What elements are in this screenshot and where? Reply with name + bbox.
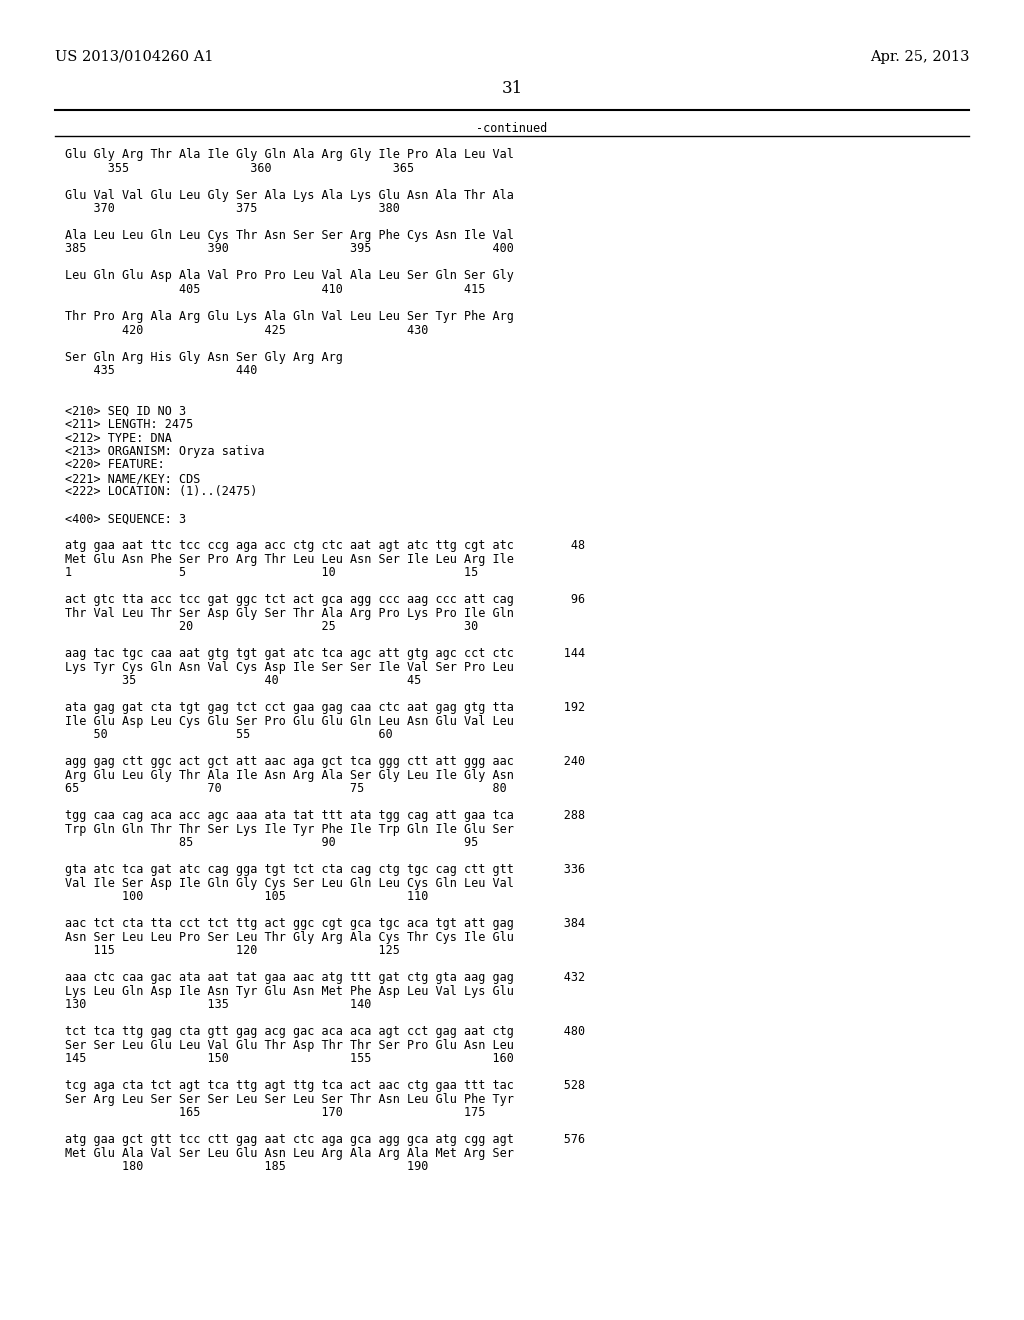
Text: 20                  25                  30: 20 25 30 [65, 620, 478, 634]
Text: Thr Pro Arg Ala Arg Glu Lys Ala Gln Val Leu Leu Ser Tyr Phe Arg: Thr Pro Arg Ala Arg Glu Lys Ala Gln Val … [65, 310, 514, 323]
Text: <221> NAME/KEY: CDS: <221> NAME/KEY: CDS [65, 473, 201, 484]
Text: atg gaa aat ttc tcc ccg aga acc ctg ctc aat agt atc ttg cgt atc        48: atg gaa aat ttc tcc ccg aga acc ctg ctc … [65, 540, 585, 553]
Text: 85                  90                  95: 85 90 95 [65, 837, 478, 850]
Text: <220> FEATURE:: <220> FEATURE: [65, 458, 165, 471]
Text: 115                 120                 125: 115 120 125 [65, 945, 400, 957]
Text: <213> ORGANISM: Oryza sativa: <213> ORGANISM: Oryza sativa [65, 445, 264, 458]
Text: <222> LOCATION: (1)..(2475): <222> LOCATION: (1)..(2475) [65, 486, 257, 499]
Text: US 2013/0104260 A1: US 2013/0104260 A1 [55, 50, 213, 63]
Text: aaa ctc caa gac ata aat tat gaa aac atg ttt gat ctg gta aag gag       432: aaa ctc caa gac ata aat tat gaa aac atg … [65, 972, 585, 985]
Text: tct tca ttg gag cta gtt gag acg gac aca aca agt cct gag aat ctg       480: tct tca ttg gag cta gtt gag acg gac aca … [65, 1026, 585, 1039]
Text: Asn Ser Leu Leu Pro Ser Leu Thr Gly Arg Ala Cys Thr Cys Ile Glu: Asn Ser Leu Leu Pro Ser Leu Thr Gly Arg … [65, 931, 514, 944]
Text: Ala Leu Leu Gln Leu Cys Thr Asn Ser Ser Arg Phe Cys Asn Ile Val: Ala Leu Leu Gln Leu Cys Thr Asn Ser Ser … [65, 228, 514, 242]
Text: -continued: -continued [476, 121, 548, 135]
Text: gta atc tca gat atc cag gga tgt tct cta cag ctg tgc cag ctt gtt       336: gta atc tca gat atc cag gga tgt tct cta … [65, 863, 585, 876]
Text: 50                  55                  60: 50 55 60 [65, 729, 393, 742]
Text: 165                 170                 175: 165 170 175 [65, 1106, 485, 1119]
Text: 435                 440: 435 440 [65, 364, 257, 378]
Text: 31: 31 [502, 81, 522, 96]
Text: 130                 135                 140: 130 135 140 [65, 998, 372, 1011]
Text: act gtc tta acc tcc gat ggc tct act gca agg ccc aag ccc att cag        96: act gtc tta acc tcc gat ggc tct act gca … [65, 594, 585, 606]
Text: 405                 410                 415: 405 410 415 [65, 282, 485, 296]
Text: Glu Val Val Glu Leu Gly Ser Ala Lys Ala Lys Glu Asn Ala Thr Ala: Glu Val Val Glu Leu Gly Ser Ala Lys Ala … [65, 189, 514, 202]
Text: Ser Gln Arg His Gly Asn Ser Gly Arg Arg: Ser Gln Arg His Gly Asn Ser Gly Arg Arg [65, 351, 343, 363]
Text: Thr Val Leu Thr Ser Asp Gly Ser Thr Ala Arg Pro Lys Pro Ile Gln: Thr Val Leu Thr Ser Asp Gly Ser Thr Ala … [65, 607, 514, 620]
Text: 385                 390                 395                 400: 385 390 395 400 [65, 243, 514, 256]
Text: Ile Glu Asp Leu Cys Glu Ser Pro Glu Glu Gln Leu Asn Glu Val Leu: Ile Glu Asp Leu Cys Glu Ser Pro Glu Glu … [65, 715, 514, 729]
Text: Glu Gly Arg Thr Ala Ile Gly Gln Ala Arg Gly Ile Pro Ala Leu Val: Glu Gly Arg Thr Ala Ile Gly Gln Ala Arg … [65, 148, 514, 161]
Text: atg gaa gct gtt tcc ctt gag aat ctc aga gca agg gca atg cgg agt       576: atg gaa gct gtt tcc ctt gag aat ctc aga … [65, 1134, 585, 1147]
Text: 180                 185                 190: 180 185 190 [65, 1160, 428, 1173]
Text: tgg caa cag aca acc agc aaa ata tat ttt ata tgg cag att gaa tca       288: tgg caa cag aca acc agc aaa ata tat ttt … [65, 809, 585, 822]
Text: Trp Gln Gln Thr Thr Ser Lys Ile Tyr Phe Ile Trp Gln Ile Glu Ser: Trp Gln Gln Thr Thr Ser Lys Ile Tyr Phe … [65, 822, 514, 836]
Text: aag tac tgc caa aat gtg tgt gat atc tca agc att gtg agc cct ctc       144: aag tac tgc caa aat gtg tgt gat atc tca … [65, 648, 585, 660]
Text: Ser Arg Leu Ser Ser Ser Leu Ser Leu Ser Thr Asn Leu Glu Phe Tyr: Ser Arg Leu Ser Ser Ser Leu Ser Leu Ser … [65, 1093, 514, 1106]
Text: <212> TYPE: DNA: <212> TYPE: DNA [65, 432, 172, 445]
Text: Lys Tyr Cys Gln Asn Val Cys Asp Ile Ser Ser Ile Val Ser Pro Leu: Lys Tyr Cys Gln Asn Val Cys Asp Ile Ser … [65, 661, 514, 675]
Text: <400> SEQUENCE: 3: <400> SEQUENCE: 3 [65, 512, 186, 525]
Text: 35                  40                  45: 35 40 45 [65, 675, 421, 688]
Text: Lys Leu Gln Asp Ile Asn Tyr Glu Asn Met Phe Asp Leu Val Lys Glu: Lys Leu Gln Asp Ile Asn Tyr Glu Asn Met … [65, 985, 514, 998]
Text: 145                 150                 155                 160: 145 150 155 160 [65, 1052, 514, 1065]
Text: 65                  70                  75                  80: 65 70 75 80 [65, 783, 507, 796]
Text: Met Glu Asn Phe Ser Pro Arg Thr Leu Leu Asn Ser Ile Leu Arg Ile: Met Glu Asn Phe Ser Pro Arg Thr Leu Leu … [65, 553, 514, 566]
Text: ata gag gat cta tgt gag tct cct gaa gag caa ctc aat gag gtg tta       192: ata gag gat cta tgt gag tct cct gaa gag … [65, 701, 585, 714]
Text: 370                 375                 380: 370 375 380 [65, 202, 400, 215]
Text: Apr. 25, 2013: Apr. 25, 2013 [870, 50, 970, 63]
Text: <210> SEQ ID NO 3: <210> SEQ ID NO 3 [65, 404, 186, 417]
Text: Met Glu Ala Val Ser Leu Glu Asn Leu Arg Ala Arg Ala Met Arg Ser: Met Glu Ala Val Ser Leu Glu Asn Leu Arg … [65, 1147, 514, 1160]
Text: aac tct cta tta cct tct ttg act ggc cgt gca tgc aca tgt att gag       384: aac tct cta tta cct tct ttg act ggc cgt … [65, 917, 585, 931]
Text: tcg aga cta tct agt tca ttg agt ttg tca act aac ctg gaa ttt tac       528: tcg aga cta tct agt tca ttg agt ttg tca … [65, 1080, 585, 1093]
Text: 355                 360                 365: 355 360 365 [65, 161, 414, 174]
Text: 420                 425                 430: 420 425 430 [65, 323, 428, 337]
Text: Arg Glu Leu Gly Thr Ala Ile Asn Arg Ala Ser Gly Leu Ile Gly Asn: Arg Glu Leu Gly Thr Ala Ile Asn Arg Ala … [65, 770, 514, 781]
Text: Val Ile Ser Asp Ile Gln Gly Cys Ser Leu Gln Leu Cys Gln Leu Val: Val Ile Ser Asp Ile Gln Gly Cys Ser Leu … [65, 876, 514, 890]
Text: Ser Ser Leu Glu Leu Val Glu Thr Asp Thr Thr Ser Pro Glu Asn Leu: Ser Ser Leu Glu Leu Val Glu Thr Asp Thr … [65, 1039, 514, 1052]
Text: 1               5                   10                  15: 1 5 10 15 [65, 566, 478, 579]
Text: agg gag ctt ggc act gct att aac aga gct tca ggg ctt att ggg aac       240: agg gag ctt ggc act gct att aac aga gct … [65, 755, 585, 768]
Text: Leu Gln Glu Asp Ala Val Pro Pro Leu Val Ala Leu Ser Gln Ser Gly: Leu Gln Glu Asp Ala Val Pro Pro Leu Val … [65, 269, 514, 282]
Text: <211> LENGTH: 2475: <211> LENGTH: 2475 [65, 418, 194, 432]
Text: 100                 105                 110: 100 105 110 [65, 891, 428, 903]
